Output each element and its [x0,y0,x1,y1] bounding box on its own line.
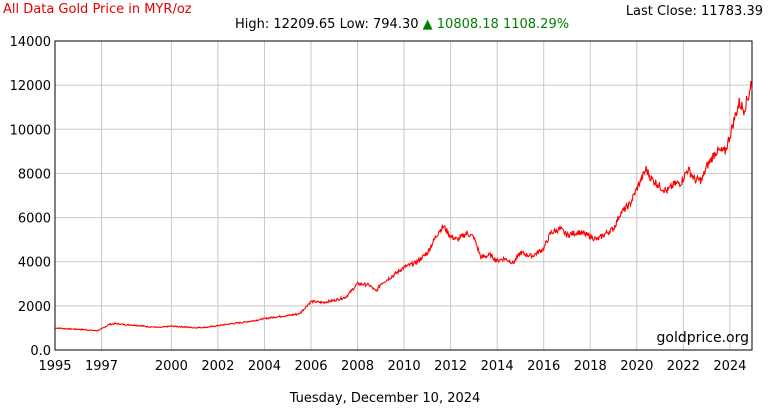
x-tick-label: 2002 [201,359,234,374]
change-percent: 1108.29% [502,17,570,32]
y-tick-label: 6000 [18,212,51,227]
grid [54,40,752,351]
x-tick-label: 1997 [85,359,118,374]
price-stats: High: 12209.65 Low: 794.30 ▲ 10808.18 11… [235,17,569,32]
last-close-label: Last Close: [625,4,697,19]
x-tick-label: 2008 [341,359,374,374]
footer-date: Tuesday, December 10, 2024 [289,391,481,406]
x-tick-label: 1995 [38,359,71,374]
y-tick-label: 8000 [18,167,51,182]
x-tick-label: 2016 [527,359,560,374]
y-tick-label: 10000 [10,123,51,138]
y-tick-label: 4000 [18,256,51,271]
x-tick-label: 2010 [388,359,421,374]
y-tick-label: 12000 [10,79,51,94]
x-tick-label: 2012 [434,359,467,374]
low-label: Low: [339,17,369,32]
plot-border [54,40,753,351]
low-value: 794.30 [373,17,419,32]
x-tick-label: 2020 [620,359,653,374]
change-value: 10808.18 [436,17,499,32]
y-tick-label: 0.0 [30,344,51,359]
x-tick-label: 2004 [248,359,281,374]
y-tick-label: 2000 [18,300,51,315]
x-tick-label: 2022 [667,359,700,374]
y-tick-label: 14000 [10,35,51,50]
x-tick-label: 2018 [574,359,607,374]
chart-title: All Data Gold Price in MYR/oz [3,2,192,17]
x-tick-label: 2000 [155,359,188,374]
high-value: 12209.65 [273,17,336,32]
y-axis: 0.0 2000 4000 6000 8000 10000 12000 14000 [10,35,51,359]
last-close-value: 11783.39 [700,4,763,19]
x-tick-label: 2006 [294,359,327,374]
x-tick-label: 2024 [713,359,746,374]
up-arrow-icon: ▲ [422,17,433,32]
x-tick-label: 2014 [481,359,514,374]
high-label: High: [235,17,270,32]
watermark: goldprice.org [657,330,749,346]
last-close: Last Close: 11783.39 [626,4,763,19]
x-axis: 1995 1997 2000 2002 2004 2006 2008 2010 2012 2014… [38,359,746,374]
gold-price-line [55,81,753,332]
